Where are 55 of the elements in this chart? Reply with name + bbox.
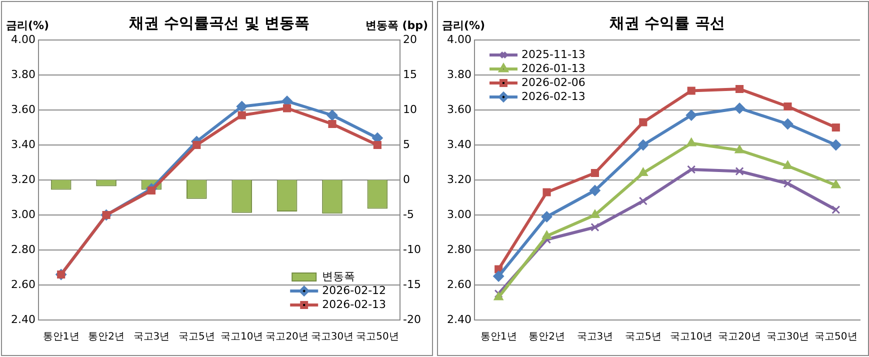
legend-label: 2026-01-13 [521,62,586,75]
y-tick-label: 3.20 [10,172,36,186]
y2-tick-label: -10 [403,242,421,256]
x-tick-label: 통안1년 [42,332,80,343]
legend-label: 2025-11-13 [521,48,586,61]
y-tick-label: 2.40 [446,312,472,326]
chart-title: 채권 수익률곡선 및 변동폭 [128,14,310,32]
y2-tick-label: -15 [403,278,421,291]
x-tick-label: 통안1년 [480,332,517,343]
y2-tick-label: -5 [403,208,414,221]
y-axis-title: 금리(%) [442,18,486,32]
y-tick-label: 3.80 [446,68,472,81]
y-tick-label: 2.60 [446,278,472,291]
y-axis-title: 금리(%) [6,18,50,32]
y-tick-label: 3.60 [446,102,472,116]
x-tick-label: 국고30년 [310,332,354,343]
y-tick-label: 4.00 [446,32,472,46]
x-tick-label: 국고50년 [814,332,858,343]
x-tick-label: 국고5년 [178,332,215,343]
x-tick-label: 국고20년 [266,332,308,343]
x-tick-label: 국고10년 [220,332,264,343]
y-tick-label: 3.40 [10,138,36,151]
legend-label: 변동폭 [322,270,356,283]
y-tick-label: 2.60 [10,278,36,291]
x-tick-label: 통안2년 [528,332,565,343]
y2-tick-label: 5 [403,138,410,151]
y-tick-label: 3.40 [446,138,472,151]
y2-tick-label: 0 [403,172,410,186]
y2-tick-label: 15 [403,68,418,81]
legend-label: 2026-02-13 [322,298,386,311]
x-tick-label: 국고10년 [670,332,713,343]
y2-tick-label: -20 [403,312,421,326]
x-tick-label: 통안2년 [88,332,124,343]
y-tick-label: 3.20 [446,172,472,186]
legend-label: 2026-02-12 [322,284,386,297]
x-tick-label: 국고3년 [133,332,170,343]
x-tick-label: 국고50년 [356,332,399,343]
y-tick-label: 3.80 [10,68,36,81]
y2-tick-label: 20 [403,32,418,46]
x-tick-label: 국고3년 [576,332,614,343]
y-tick-label: 3.60 [10,102,36,116]
y2-axis-title: 변동폭 (bp) [365,18,428,32]
y-tick-label: 3.00 [446,208,472,221]
x-tick-label: 국고5년 [624,332,662,343]
y-tick-label: 2.80 [446,242,472,256]
y-tick-label: 4.00 [10,32,36,46]
legend-label: 2026-02-06 [521,76,586,89]
y2-tick-label: 10 [403,102,418,116]
x-tick-label: 국고20년 [718,332,761,343]
x-tick-label: 국고30년 [766,332,810,343]
y-tick-label: 2.80 [10,242,36,256]
legend-label: 2026-02-13 [521,90,586,103]
chart-title: 채권 수익률 곡선 [608,14,725,32]
y-tick-label: 3.00 [10,208,36,221]
y-tick-label: 2.40 [10,312,36,326]
